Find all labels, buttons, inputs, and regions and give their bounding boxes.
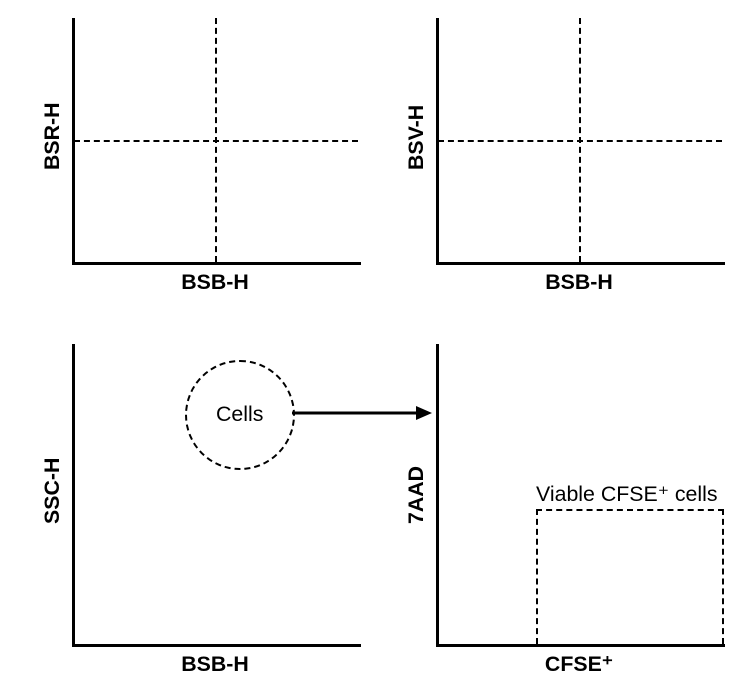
gating-arrow [0, 0, 750, 694]
